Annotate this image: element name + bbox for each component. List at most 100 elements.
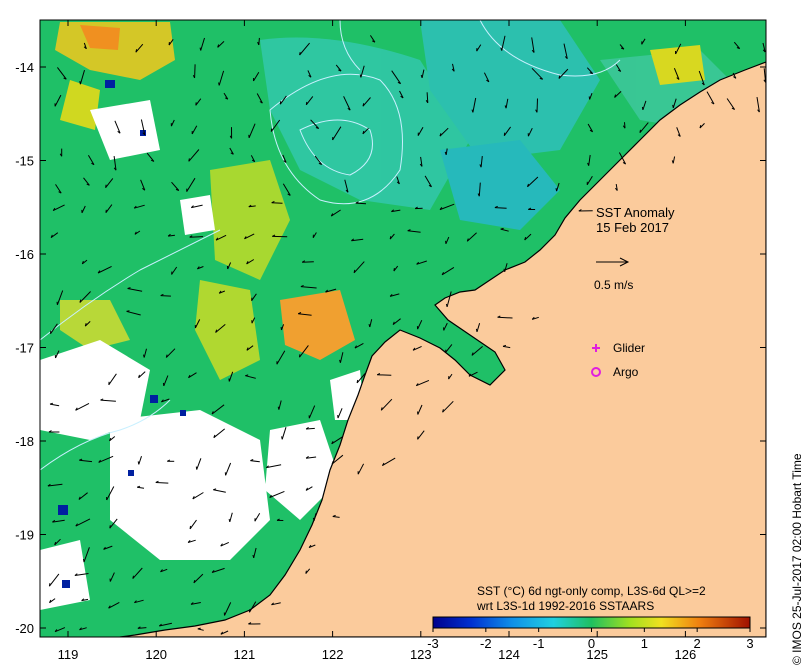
- current-arrow-head: [528, 207, 532, 210]
- current-arrow: [335, 64, 342, 72]
- current-arrow-head: [300, 284, 304, 288]
- current-arrow-head: [699, 124, 702, 129]
- current-arrow: [641, 38, 646, 45]
- current-arrow: [270, 119, 281, 132]
- current-arrow-head: [354, 345, 357, 349]
- current-arrow-head: [108, 605, 111, 609]
- argo-marker-icon: [591, 367, 601, 377]
- current-arrow: [556, 182, 560, 192]
- current-arrow: [223, 92, 229, 100]
- current-arrow: [642, 100, 647, 111]
- current-arrow: [531, 37, 535, 53]
- current-arrow: [50, 323, 58, 334]
- legend-argo-label: Argo: [613, 365, 639, 379]
- current-arrow-head: [497, 315, 501, 318]
- current-arrow: [98, 455, 114, 463]
- current-arrow: [161, 398, 170, 403]
- current-arrow: [137, 627, 147, 629]
- current-arrow-head: [228, 518, 231, 523]
- credit-label: © IMOS 25-Jul-2017 02:00 Hobart Time: [790, 453, 804, 665]
- current-arrow-head: [218, 290, 222, 294]
- current-arrow: [165, 348, 176, 358]
- current-arrow-head: [98, 459, 101, 463]
- current-arrow: [399, 90, 404, 99]
- current-arrow: [391, 70, 402, 84]
- current-arrow: [200, 37, 205, 51]
- lon-tick-label: 120: [145, 647, 167, 662]
- current-arrow: [302, 261, 314, 263]
- colorbar-tick-label: 1: [641, 636, 648, 651]
- current-arrow: [417, 126, 424, 136]
- current-arrow: [83, 547, 90, 563]
- current-arrow: [417, 319, 423, 330]
- current-arrow-head: [142, 187, 146, 191]
- current-arrow: [706, 91, 715, 105]
- current-arrow: [191, 125, 198, 135]
- current-arrow: [49, 403, 60, 407]
- current-arrow-head: [188, 374, 191, 378]
- current-arrow-head: [161, 399, 164, 403]
- current-arrow-head: [276, 518, 280, 521]
- current-arrow: [49, 573, 60, 587]
- current-arrow: [443, 322, 448, 331]
- current-arrow: [197, 266, 204, 270]
- current-arrow-head: [79, 627, 82, 631]
- current-arrow-head: [79, 458, 83, 461]
- current-arrow-head: [277, 406, 280, 410]
- current-arrow-head: [49, 599, 52, 603]
- current-arrow-head: [425, 100, 429, 104]
- current-arrow-head: [215, 237, 219, 241]
- current-arrow-head: [641, 106, 644, 110]
- current-arrow: [278, 400, 282, 410]
- current-arrow-head: [211, 411, 214, 415]
- map-date: 15 Feb 2017: [596, 220, 669, 235]
- current-arrow-head: [376, 373, 381, 376]
- current-arrow-head: [155, 480, 159, 483]
- current-arrow: [299, 345, 309, 358]
- current-arrow-head: [272, 234, 276, 237]
- current-arrow: [215, 234, 227, 241]
- current-arrow-head: [63, 77, 67, 80]
- current-arrow: [392, 318, 401, 325]
- current-arrow: [168, 39, 174, 46]
- current-arrow: [248, 205, 256, 208]
- current-arrow: [97, 265, 112, 274]
- current-arrow: [356, 373, 366, 384]
- current-arrow-head: [305, 426, 309, 430]
- current-arrow: [246, 259, 255, 265]
- current-arrow: [389, 233, 395, 240]
- current-arrow: [105, 204, 113, 213]
- current-arrow: [54, 538, 61, 546]
- current-arrow-head: [213, 488, 217, 491]
- current-arrow: [407, 230, 421, 233]
- current-arrow-head: [83, 46, 87, 50]
- current-arrow: [369, 35, 376, 43]
- current-arrow: [306, 427, 315, 430]
- current-arrow-head: [371, 40, 376, 43]
- current-arrow: [300, 286, 317, 289]
- colorbar-title-line2: wrt L3S-1d 1992-2016 SSTAARS: [476, 599, 654, 613]
- current-arrow: [211, 404, 225, 415]
- current-arrow: [106, 486, 115, 501]
- current-arrow-head: [486, 79, 490, 83]
- current-arrow-head: [676, 77, 680, 80]
- lat-tick-label: -15: [15, 154, 34, 169]
- current-arrow: [733, 41, 741, 49]
- no-data-cloud-areas: [40, 100, 365, 610]
- current-arrow: [343, 96, 351, 111]
- current-arrow-head: [564, 56, 568, 60]
- current-arrow-head: [442, 409, 444, 413]
- current-arrow-head: [126, 310, 130, 312]
- current-arrow-head: [397, 81, 401, 85]
- lon-tick-label: 122: [322, 647, 344, 662]
- current-arrow-head: [192, 496, 195, 500]
- current-arrow: [251, 317, 256, 324]
- current-arrow: [417, 430, 425, 440]
- current-arrow-head: [757, 109, 760, 113]
- current-arrow-head: [229, 135, 233, 139]
- velocity-scale: 0.5 m/s: [594, 257, 633, 292]
- current-arrow: [189, 236, 204, 238]
- current-arrow: [134, 599, 144, 604]
- current-arrow-head: [298, 312, 302, 315]
- current-arrow: [138, 371, 146, 379]
